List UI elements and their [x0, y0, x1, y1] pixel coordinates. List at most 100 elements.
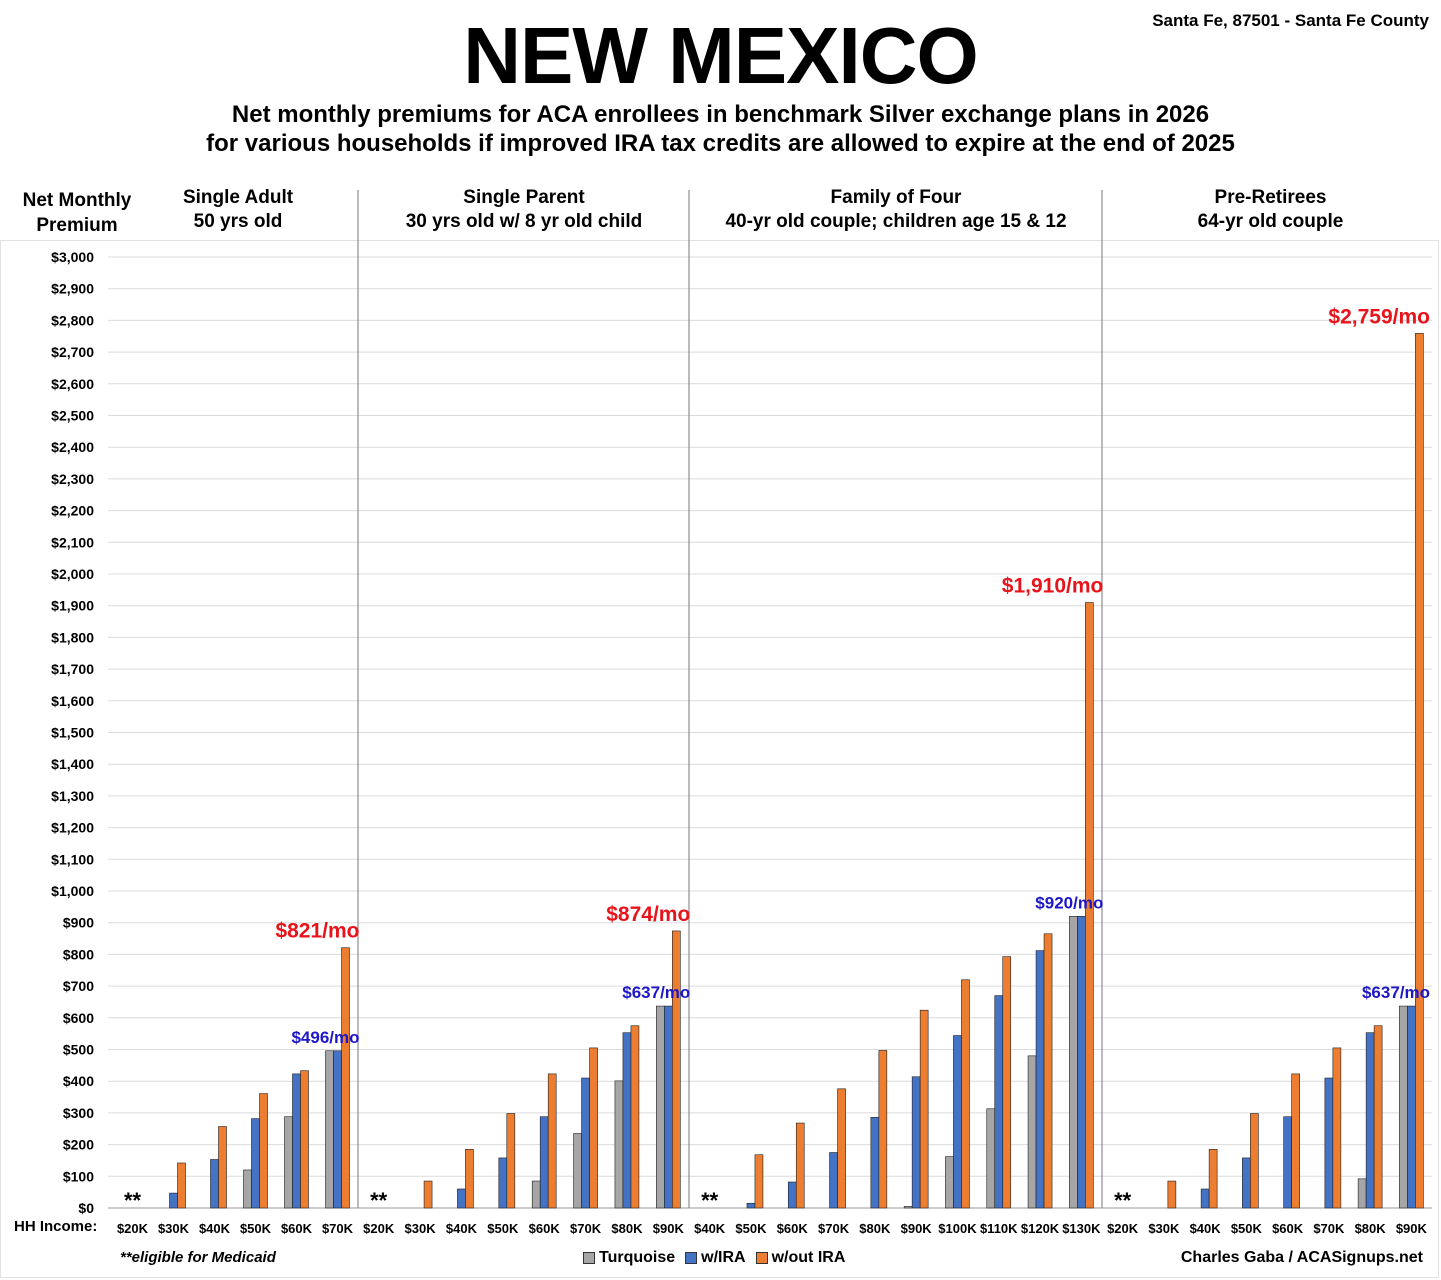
y-tick-label: $1,000 — [51, 883, 94, 899]
x-axis-label: HH Income: — [14, 1218, 98, 1235]
bar-w-out-ira — [1208, 1149, 1218, 1209]
bar-w-ira — [1283, 1116, 1292, 1209]
bar-turquoise — [573, 1133, 582, 1209]
bar-w-ira — [333, 1050, 342, 1209]
y-tick-label: $1,500 — [51, 725, 94, 741]
bar-w-ira — [210, 1159, 219, 1209]
bar-w-out-ira — [465, 1149, 474, 1209]
x-tick-label: $100K — [938, 1221, 977, 1236]
credit-label: Charles Gaba / ACASignups.net — [1180, 1249, 1423, 1266]
bar-w-out-ira — [1373, 1025, 1383, 1209]
y-axis-label-line-1: Net Monthly — [22, 190, 132, 211]
legend-label: w/out IRA — [771, 1249, 846, 1266]
group-title-single-parent: Single Parent 30 yrs old w/ 8 yr old chi… — [359, 186, 689, 234]
bar-w-out-ira — [1332, 1047, 1342, 1209]
bar-w-out-ira — [1085, 602, 1094, 1209]
bar-w-ira — [1077, 916, 1086, 1209]
bar-turquoise — [284, 1116, 293, 1209]
bar-w-ira — [870, 1117, 880, 1209]
bar-w-out-ira — [300, 1070, 309, 1209]
y-tick-label: $2,400 — [51, 439, 94, 455]
y-tick-label: $100 — [63, 1168, 94, 1184]
bar-w-out-ira — [795, 1122, 805, 1209]
y-tick-label: $0 — [78, 1200, 94, 1216]
legend-item-w-out-ira: w/out IRA — [755, 1249, 846, 1267]
legend-swatch-w-ira — [685, 1252, 698, 1264]
bar-w-out-ira — [589, 1047, 598, 1209]
bar-w-ira — [292, 1073, 301, 1209]
bar-w-ira — [539, 1116, 549, 1209]
bar-w-out-ira — [672, 930, 681, 1209]
y-tick-label: $200 — [63, 1137, 94, 1153]
bar-w-ira — [746, 1202, 756, 1209]
x-tick-label: $90K — [901, 1221, 933, 1236]
x-tick-label: $120K — [1021, 1221, 1060, 1236]
group-title-line-1: Single Adult — [182, 187, 294, 208]
y-tick-label: $1,400 — [51, 756, 94, 772]
legend-swatch-w-out-ira — [755, 1252, 768, 1264]
y-tick-label: $3,000 — [51, 249, 94, 265]
bar-w-ira — [953, 1035, 962, 1209]
location-label: Santa Fe, 87501 - Santa Fe County — [1152, 11, 1429, 30]
y-tick-label: $2,700 — [51, 344, 94, 360]
y-tick-label: $1,200 — [51, 820, 94, 836]
y-tick-label: $600 — [63, 1010, 94, 1026]
bar-turquoise — [903, 1206, 913, 1209]
bar-w-out-ira — [259, 1093, 268, 1209]
bar-turquoise — [325, 1050, 334, 1209]
bar-w-out-ira — [218, 1126, 227, 1209]
bar-turquoise — [243, 1169, 252, 1209]
legend-swatch-turquoise — [583, 1252, 595, 1264]
x-tick-label: $90K — [653, 1221, 685, 1236]
bar-turquoise — [1069, 916, 1078, 1209]
bar-w-ira — [622, 1032, 632, 1209]
y-tick-label: $500 — [63, 1042, 94, 1058]
x-tick-label: $110K — [980, 1221, 1018, 1236]
y-tick-label: $800 — [63, 946, 94, 962]
x-tick-label: $60K — [1272, 1221, 1304, 1236]
bar-turquoise — [1399, 1005, 1408, 1209]
x-tick-label: $50K — [487, 1221, 519, 1236]
group-title-line-2: 64-yr old couple — [1197, 211, 1344, 232]
medicaid-marker: ** — [124, 1188, 142, 1213]
bar-w-out-ira — [754, 1154, 764, 1209]
bar-w-ira — [457, 1188, 466, 1209]
bar-w-out-ira — [1250, 1113, 1259, 1209]
callout-label: $874/mo — [606, 903, 690, 926]
bar-w-out-ira — [1415, 333, 1424, 1209]
x-tick-label: $70K — [818, 1221, 850, 1236]
bar-w-ira — [1407, 1005, 1416, 1209]
callout-label: $637/mo — [622, 983, 690, 1002]
group-title-line-1: Family of Four — [830, 187, 962, 208]
x-tick-label: $80K — [859, 1221, 891, 1236]
callout-label: $920/mo — [1035, 893, 1103, 912]
x-tick-label: $20K — [1107, 1221, 1139, 1236]
legend-item-w-ira: w/IRA — [685, 1249, 746, 1267]
y-tick-label: $400 — [63, 1073, 94, 1089]
medicaid-marker: ** — [701, 1188, 719, 1213]
y-tick-label: $700 — [63, 978, 94, 994]
legend-label: w/IRA — [701, 1249, 746, 1266]
x-tick-label: $80K — [1355, 1221, 1387, 1236]
x-tick-label: $130K — [1062, 1221, 1101, 1236]
bar-w-ira — [829, 1152, 838, 1209]
bar-w-out-ira — [630, 1025, 640, 1209]
legend-label: Turquoise — [599, 1249, 676, 1266]
x-tick-label: $30K — [1148, 1221, 1180, 1236]
group-title-line-2: 30 yrs old w/ 8 yr old child — [405, 211, 643, 232]
x-tick-label: $70K — [570, 1221, 602, 1236]
bar-w-ira — [664, 1005, 673, 1209]
y-tick-label: $2,000 — [51, 566, 94, 582]
callout-label: $821/mo — [275, 920, 359, 943]
group-title-line-1: Single Parent — [463, 187, 585, 208]
y-axis-label: Net Monthly Premium — [2, 188, 152, 238]
bar-w-out-ira — [837, 1088, 846, 1209]
y-tick-label: $1,600 — [51, 693, 94, 709]
x-tick-label: $60K — [529, 1221, 561, 1236]
bar-w-out-ira — [919, 1009, 929, 1209]
bar-w-out-ira — [1291, 1073, 1300, 1209]
x-tick-label: $40K — [199, 1221, 231, 1236]
group-title-line-1: Pre-Retirees — [1214, 187, 1327, 208]
group-title-line-2: 50 yrs old — [193, 211, 283, 232]
